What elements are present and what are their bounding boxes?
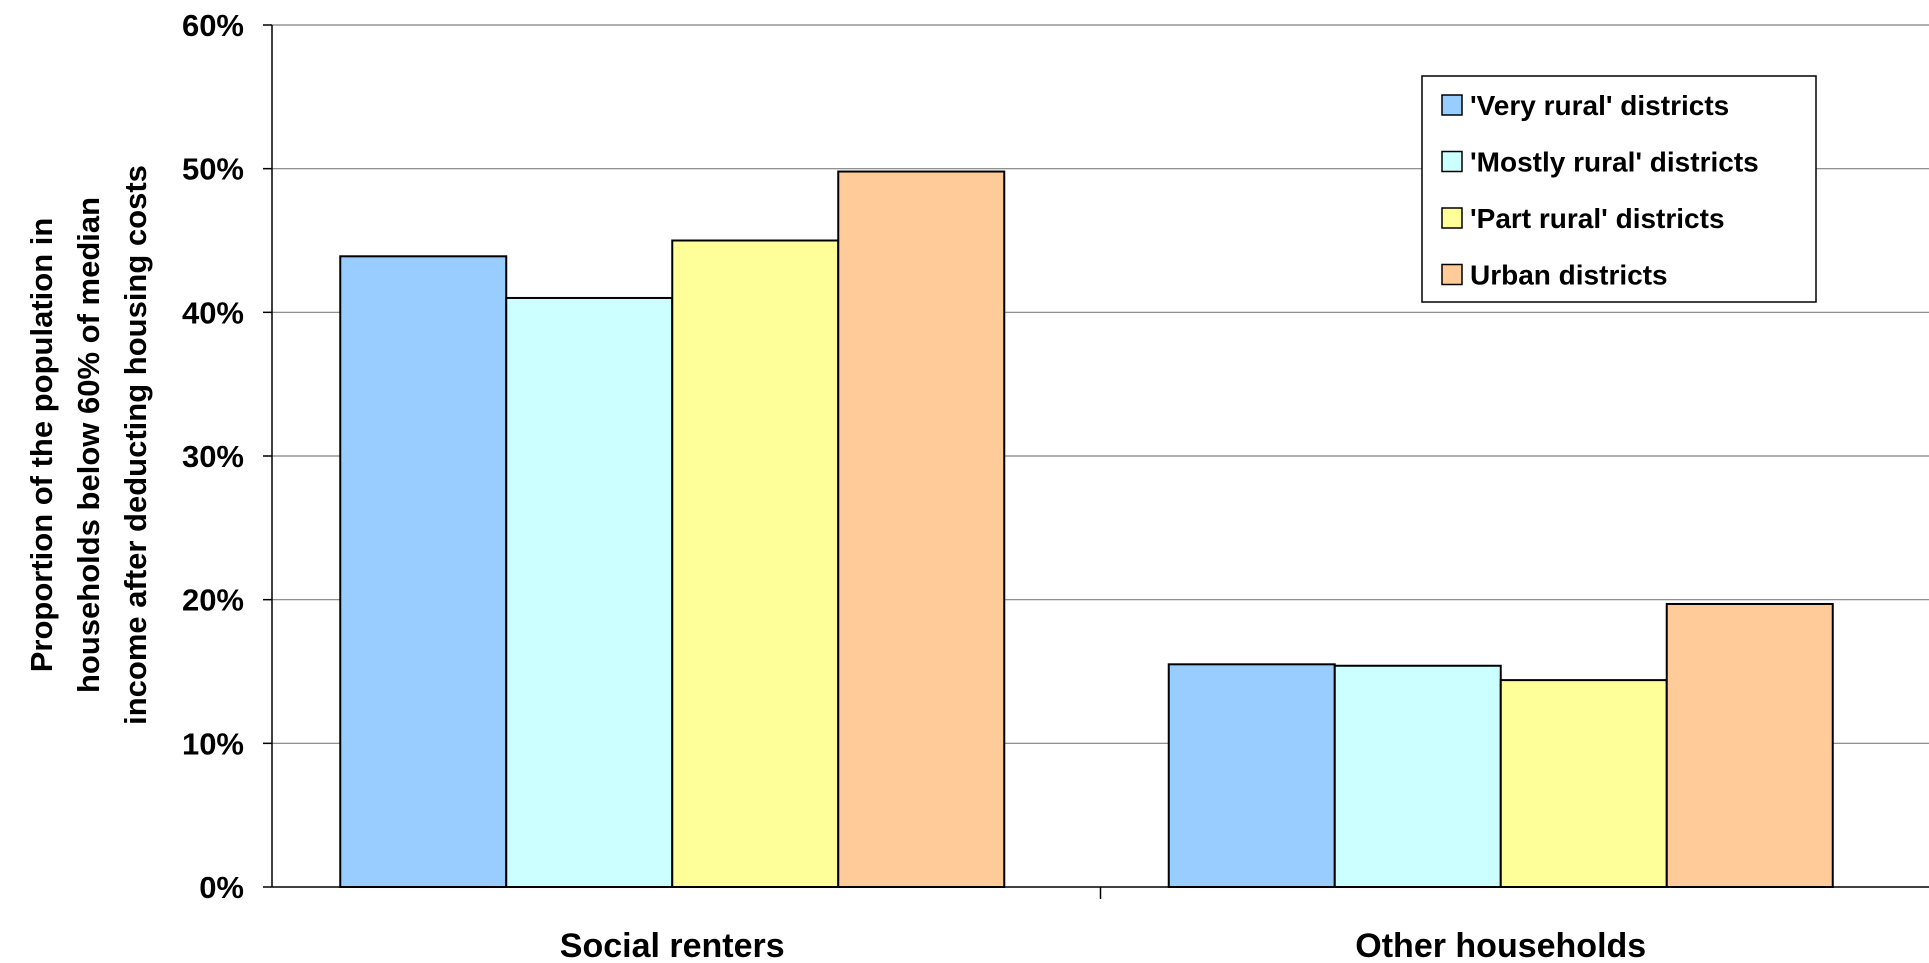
legend-box	[1421, 75, 1817, 303]
bar	[1499, 679, 1668, 888]
legend-swatch	[1441, 207, 1463, 229]
bar	[1167, 663, 1336, 888]
x-category-label: Other households	[1355, 927, 1646, 963]
y-axis-label-line: income after deducting housing costs	[118, 165, 153, 725]
bar	[339, 255, 508, 888]
bar	[1665, 602, 1834, 889]
legend-swatch	[1441, 150, 1463, 173]
legend-label: 'Very rural' districts	[1470, 90, 1729, 121]
y-tick-label: 10%	[182, 726, 244, 761]
y-tick-label: 0%	[199, 870, 244, 905]
legend-label: 'Mostly rural' districts	[1470, 147, 1759, 178]
y-tick-label: 40%	[182, 295, 244, 330]
bar	[671, 239, 840, 888]
bar	[1333, 664, 1502, 889]
legend-label: 'Part rural' districts	[1470, 203, 1725, 234]
legend-label: Urban districts	[1470, 260, 1668, 291]
y-tick-labels: 0% 10% 20% 30% 40% 50% 60%	[182, 8, 272, 905]
legend-swatch	[1441, 263, 1463, 286]
y-tick-label: 20%	[182, 583, 244, 618]
y-axis-label-line: Proportion of the population in	[24, 218, 59, 673]
bars	[339, 170, 1834, 889]
y-tick-label: 60%	[182, 8, 244, 43]
x-tick-labels: Social renters Other households	[560, 887, 1646, 963]
x-category-label: Social renters	[560, 927, 785, 963]
y-axis-label: Proportion of the population in household…	[24, 165, 153, 725]
legend: 'Very rural' districts 'Mostly rural' dis…	[1421, 75, 1817, 303]
y-tick-label: 30%	[182, 439, 244, 474]
y-axis-label-line: households below 60% of median	[71, 197, 106, 693]
bar	[505, 296, 674, 888]
bar	[837, 170, 1006, 889]
legend-swatch	[1441, 94, 1463, 116]
y-tick-label: 50%	[182, 152, 244, 187]
